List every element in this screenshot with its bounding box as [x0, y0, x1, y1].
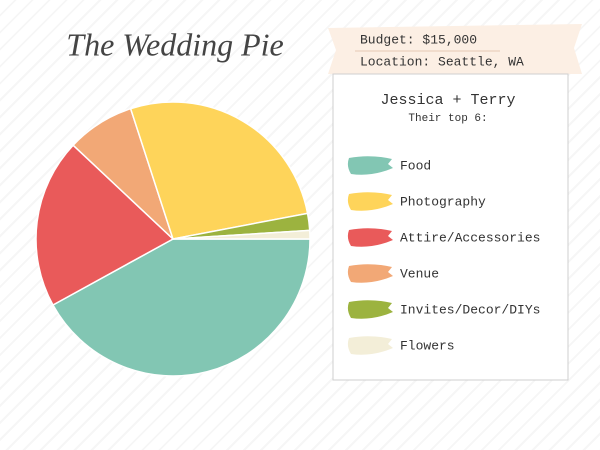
legend-swatch [347, 228, 393, 247]
subtitle: Their top 6: [408, 113, 487, 125]
pie-slice [129, 101, 309, 240]
budget: Budget: $15,000 [360, 32, 477, 47]
legend-label: Venue [400, 266, 439, 281]
legend-label: Photography [400, 194, 486, 209]
couple: Jessica + Terry [380, 92, 515, 109]
legend-swatch [347, 192, 393, 211]
pie-slice [51, 238, 311, 377]
legend: Food Photography Attire/Accessories Venue In… [347, 156, 540, 355]
legend-label: Flowers [400, 338, 455, 353]
pie-slice [172, 229, 311, 240]
legend-box [332, 73, 569, 381]
legend-swatch [347, 300, 393, 319]
legend-swatch [347, 336, 393, 355]
legend-swatch [347, 156, 393, 175]
legend-swatch [347, 264, 393, 283]
legend-label: Attire/Accessories [400, 230, 540, 245]
pie [35, 101, 311, 377]
location: Location: Seattle, WA [360, 54, 524, 69]
pie-slice [35, 144, 175, 307]
ribbon [328, 24, 582, 74]
chart-title: The Wedding Pie [66, 26, 283, 62]
legend-label: Food [400, 158, 431, 173]
legend-label: Invites/Decor/DIYs [400, 302, 540, 317]
